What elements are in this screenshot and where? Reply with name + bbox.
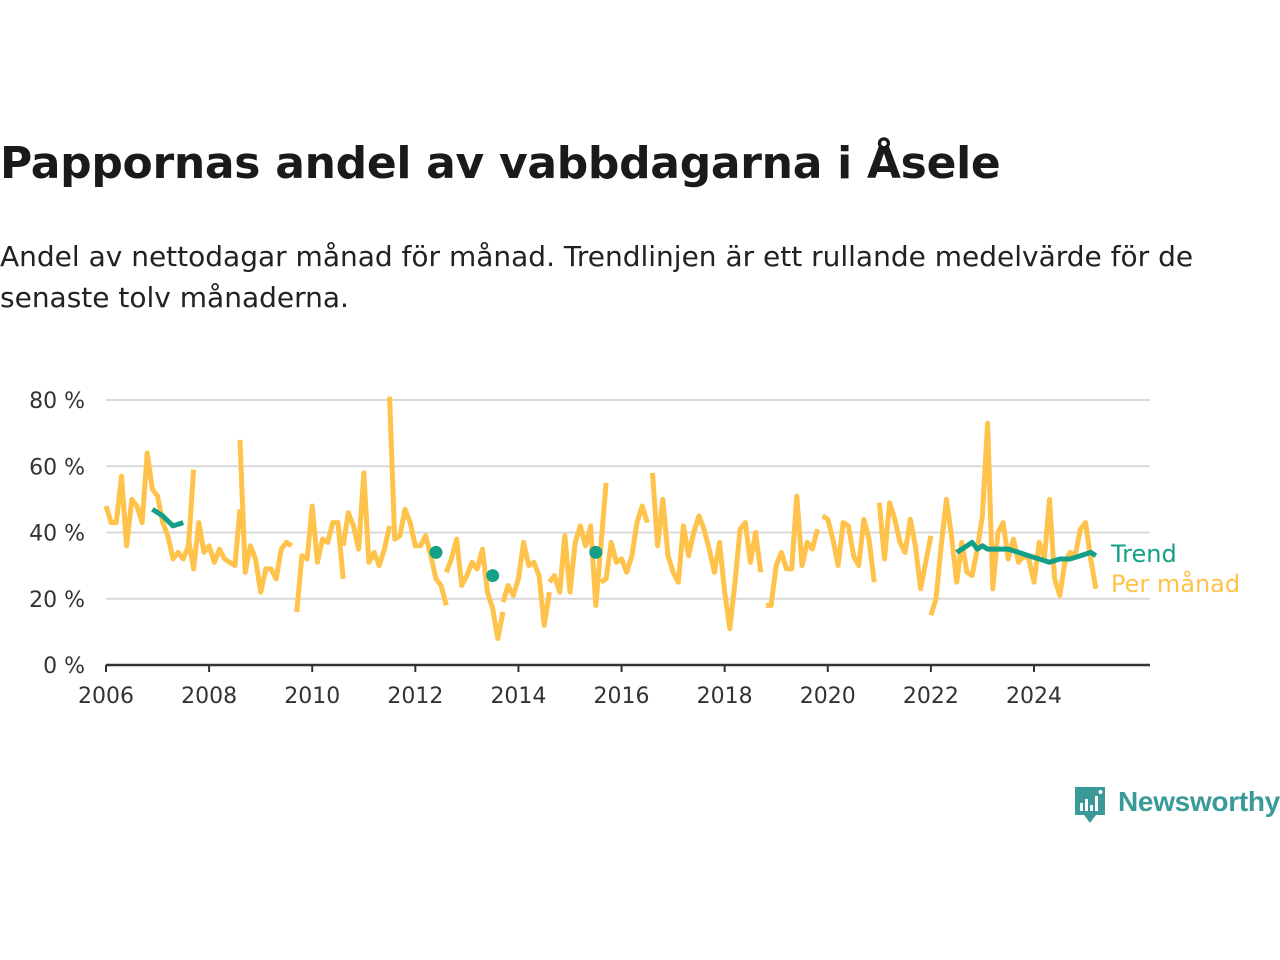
- y-tick-label: 80 %: [29, 389, 85, 414]
- series-point-trend: [486, 569, 500, 583]
- x-tick-label: 2010: [284, 684, 340, 709]
- series-line-per-m-nad: [599, 503, 650, 585]
- series-line-per-m-nad: [821, 513, 877, 583]
- legend-label-per-manad: Per månad: [1111, 569, 1240, 598]
- gridlines: [106, 399, 1150, 667]
- y-tick-label: 40 %: [29, 522, 85, 547]
- series-line-per-m-nad: [706, 520, 764, 632]
- series-point-trend: [589, 545, 603, 559]
- chart-subtitle: Andel av nettodagar månad för månad. Tre…: [0, 240, 1194, 314]
- y-axis-ticks: 0 % 20 % 40 % 60 % 80 %: [29, 389, 85, 679]
- series-line-trend: [955, 539, 1098, 565]
- series-point-trend: [429, 545, 443, 559]
- x-tick-label: 2024: [1006, 684, 1062, 709]
- brand-name: Newsworthy: [1118, 786, 1280, 817]
- x-tick-label: 2016: [594, 684, 650, 709]
- x-tick-label: 2020: [800, 684, 856, 709]
- series-lines: [103, 396, 1099, 641]
- x-tick-label: 2012: [387, 684, 443, 709]
- series-line-per-m-nad: [237, 439, 293, 595]
- chart-bubble-icon: [1075, 787, 1105, 823]
- legend-label-trend: Trend: [1110, 540, 1177, 568]
- series-line-per-m-nad: [765, 493, 820, 608]
- x-tick-label: 2008: [181, 684, 237, 709]
- x-tick-label: 2014: [490, 684, 546, 709]
- series-line-per-m-nad: [294, 503, 346, 613]
- x-tick-label: 2018: [697, 684, 753, 709]
- series-line-per-m-nad: [547, 482, 609, 608]
- x-tick-label: 2006: [78, 684, 134, 709]
- line-chart: 0 % 20 % 40 % 60 % 80 % 2006 2008 2010 2012 2014…: [29, 389, 1240, 709]
- y-tick-label: 0 %: [43, 654, 85, 679]
- series-line-per-m-nad: [443, 536, 506, 641]
- series-line-per-m-nad: [387, 396, 449, 607]
- chart-title: Pappornas andel av vabbdagarna i Åsele: [0, 138, 1001, 189]
- series-line-per-m-nad: [186, 509, 243, 572]
- y-tick-label: 60 %: [29, 455, 85, 480]
- newsworthy-logo[interactable]: Newsworthy: [1072, 784, 1280, 828]
- series-line-per-m-nad: [103, 450, 197, 562]
- series-line-per-m-nad: [650, 472, 712, 585]
- series-line-per-m-nad: [876, 500, 934, 592]
- x-axis-ticks: 2006 2008 2010 2012 2014 2016 2018 2020 2022 2024: [78, 665, 1062, 709]
- y-tick-label: 20 %: [29, 588, 85, 613]
- x-tick-label: 2022: [903, 684, 959, 709]
- series-line-per-m-nad: [500, 539, 552, 628]
- series-line-per-m-nad: [928, 420, 1099, 617]
- series-line-trend: [151, 507, 185, 529]
- series-line-per-m-nad: [340, 470, 393, 569]
